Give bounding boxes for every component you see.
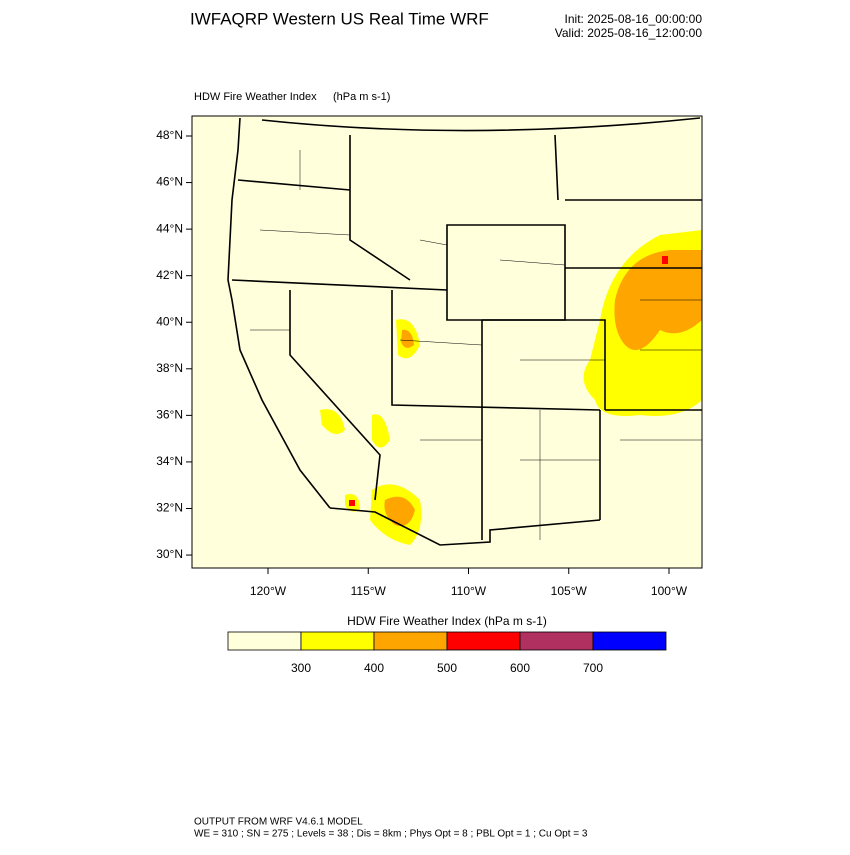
title: IWFAQRP Western US Real Time WRF: [190, 9, 489, 28]
colorbar-box: [592, 631, 667, 651]
map-frame: [191, 115, 703, 569]
lat-label: 40°N: [156, 314, 183, 328]
lon-label: 105°W: [551, 584, 588, 598]
lon-label: 115°W: [351, 584, 387, 598]
lat-label: 42°N: [156, 268, 183, 282]
colorbar-box: [227, 631, 302, 651]
colorbar-box: [300, 631, 375, 651]
colorbar-label: 300: [291, 661, 311, 675]
colorbar: 300 400 500 600 700: [227, 631, 667, 675]
lat-label: 48°N: [156, 128, 183, 142]
lon-label: 120°W: [250, 584, 287, 598]
lon-label: 100°W: [651, 584, 688, 598]
lat-label: 32°N: [156, 501, 183, 515]
init-time: Init: 2025-08-16_00:00:00: [565, 12, 703, 26]
footer-line: OUTPUT FROM WRF V4.6.1 MODEL: [194, 817, 363, 828]
lon-label: 110°W: [451, 584, 487, 598]
county-lines: [250, 150, 702, 540]
colorbar-title: HDW Fire Weather Index (hPa m s-1): [347, 614, 547, 628]
colorbar-box: [446, 631, 521, 651]
lat-label: 36°N: [156, 408, 183, 422]
footer-line: WE = 310 ; SN = 275 ; Levels = 38 ; Dis …: [194, 829, 588, 840]
colorbar-label: 500: [437, 661, 457, 675]
map-title: HDW Fire Weather Index: [194, 91, 317, 103]
borders: [227, 117, 702, 546]
lat-label: 46°N: [156, 175, 183, 189]
colorbar-label: 700: [583, 661, 603, 675]
valid-time: Valid: 2025-08-16_12:00:00: [555, 26, 703, 40]
lat-label: 34°N: [156, 454, 183, 468]
map: [191, 115, 703, 569]
lat-label: 30°N: [156, 547, 183, 561]
colorbar-label: 600: [510, 661, 530, 675]
axes: 48°N 46°N 44°N 42°N 40°N 38°N 36°N 34°N 32°N 30°N…: [156, 128, 688, 598]
map-units: (hPa m s-1): [333, 91, 390, 103]
lat-label: 44°N: [156, 221, 183, 235]
colorbar-label: 400: [364, 661, 384, 675]
colorbar-box: [373, 631, 448, 651]
lat-label: 38°N: [156, 361, 183, 375]
colorbar-box: [519, 631, 594, 651]
